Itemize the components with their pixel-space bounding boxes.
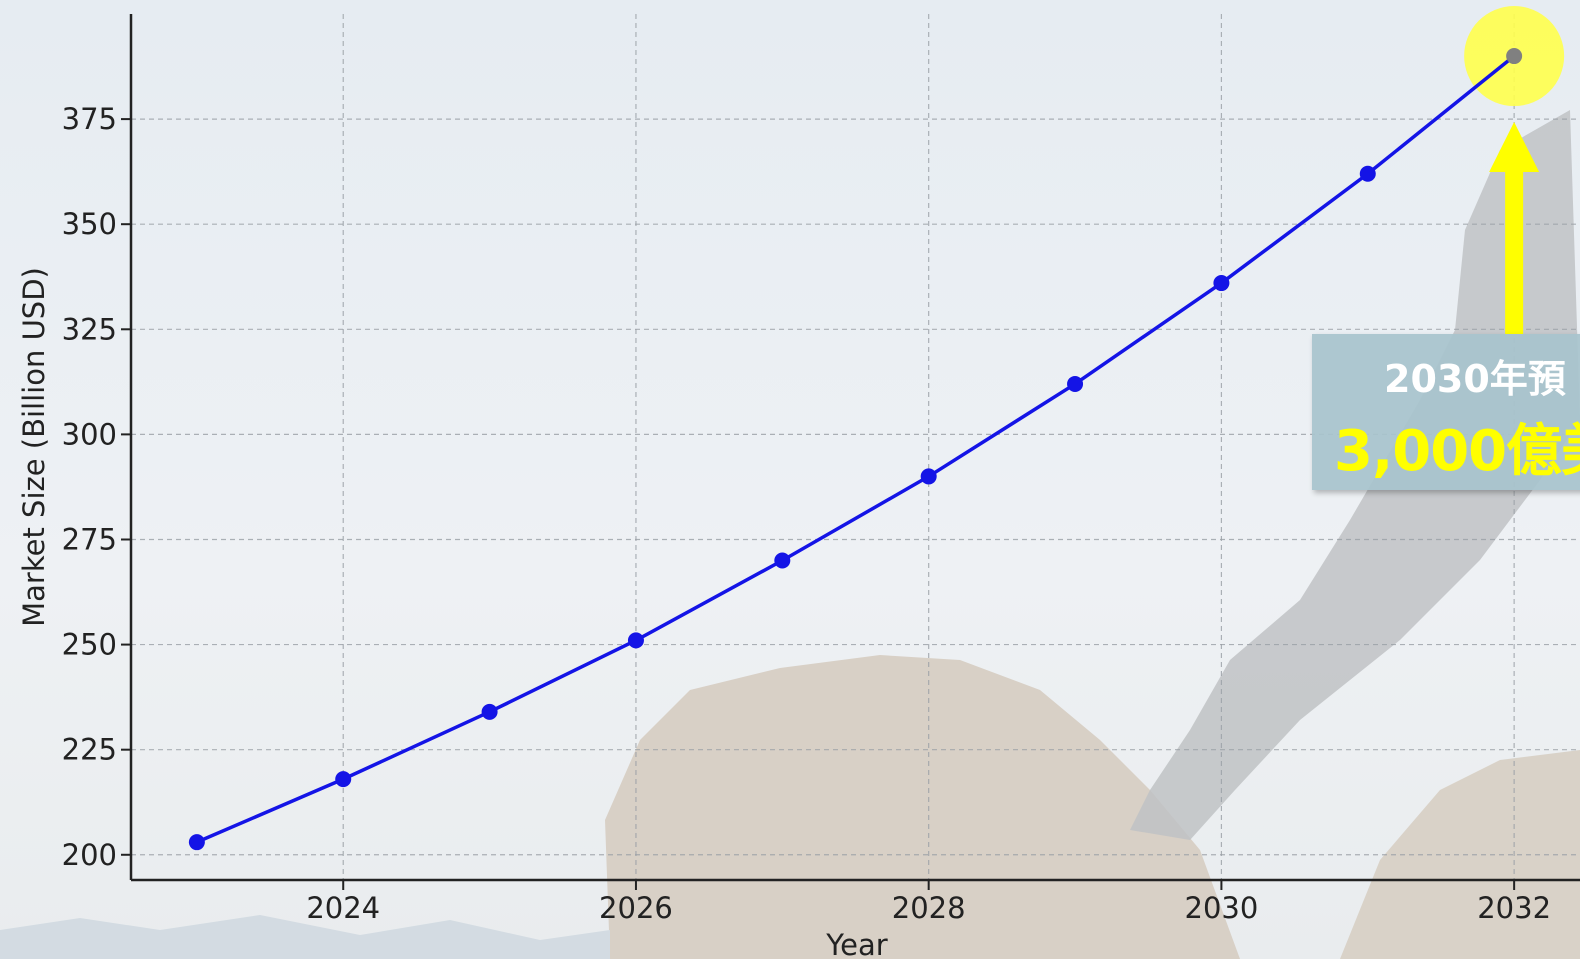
data-point (1359, 165, 1376, 182)
axes (129, 14, 1580, 882)
x-tick-label: 2024 (306, 891, 380, 925)
y-tick-label: 350 (62, 207, 117, 241)
callout-box: 2030年預 3,000億美 (1312, 334, 1580, 490)
data-point (481, 703, 498, 720)
data-point (627, 632, 644, 649)
y-tick-label: 300 (62, 417, 117, 451)
hiker-silhouette (1130, 110, 1580, 840)
rock-left (605, 655, 1240, 959)
arrow-shaft (1505, 168, 1524, 334)
callout-line2: 3,000億美 (1334, 419, 1580, 484)
series-line (196, 54, 1516, 844)
y-axis-label: Market Size (Billion USD) (17, 267, 51, 627)
y-tick-label: 325 (62, 312, 117, 346)
y-tick-label: 375 (62, 102, 117, 136)
y-tick-label: 250 (62, 628, 117, 662)
data-point (774, 552, 791, 569)
x-tick-label: 2028 (892, 891, 966, 925)
x-tick-label: 2032 (1477, 891, 1551, 925)
rock-right (1340, 750, 1580, 959)
data-point (920, 468, 937, 485)
y-tick-label: 275 (62, 522, 117, 556)
mountains (0, 915, 610, 959)
data-point (1213, 275, 1230, 292)
data-point (335, 771, 352, 788)
arrow-up-icon (1489, 122, 1540, 334)
series-group (188, 48, 1523, 851)
data-point (188, 834, 205, 851)
y-tick-label: 225 (62, 733, 117, 767)
data-point (1067, 375, 1084, 392)
y-tick-label: 200 (62, 838, 117, 872)
x-tick-label: 2026 (599, 891, 673, 925)
x-tick-label: 2030 (1185, 891, 1259, 925)
ticks: 2024 2026 2028 2030 2032 200 225 250 275 300 325 35… (62, 102, 1551, 925)
callout-line1: 2030年預 (1384, 357, 1566, 401)
x-axis-label: Year (825, 928, 887, 959)
data-point (1506, 48, 1523, 65)
arrow-head (1489, 122, 1540, 172)
